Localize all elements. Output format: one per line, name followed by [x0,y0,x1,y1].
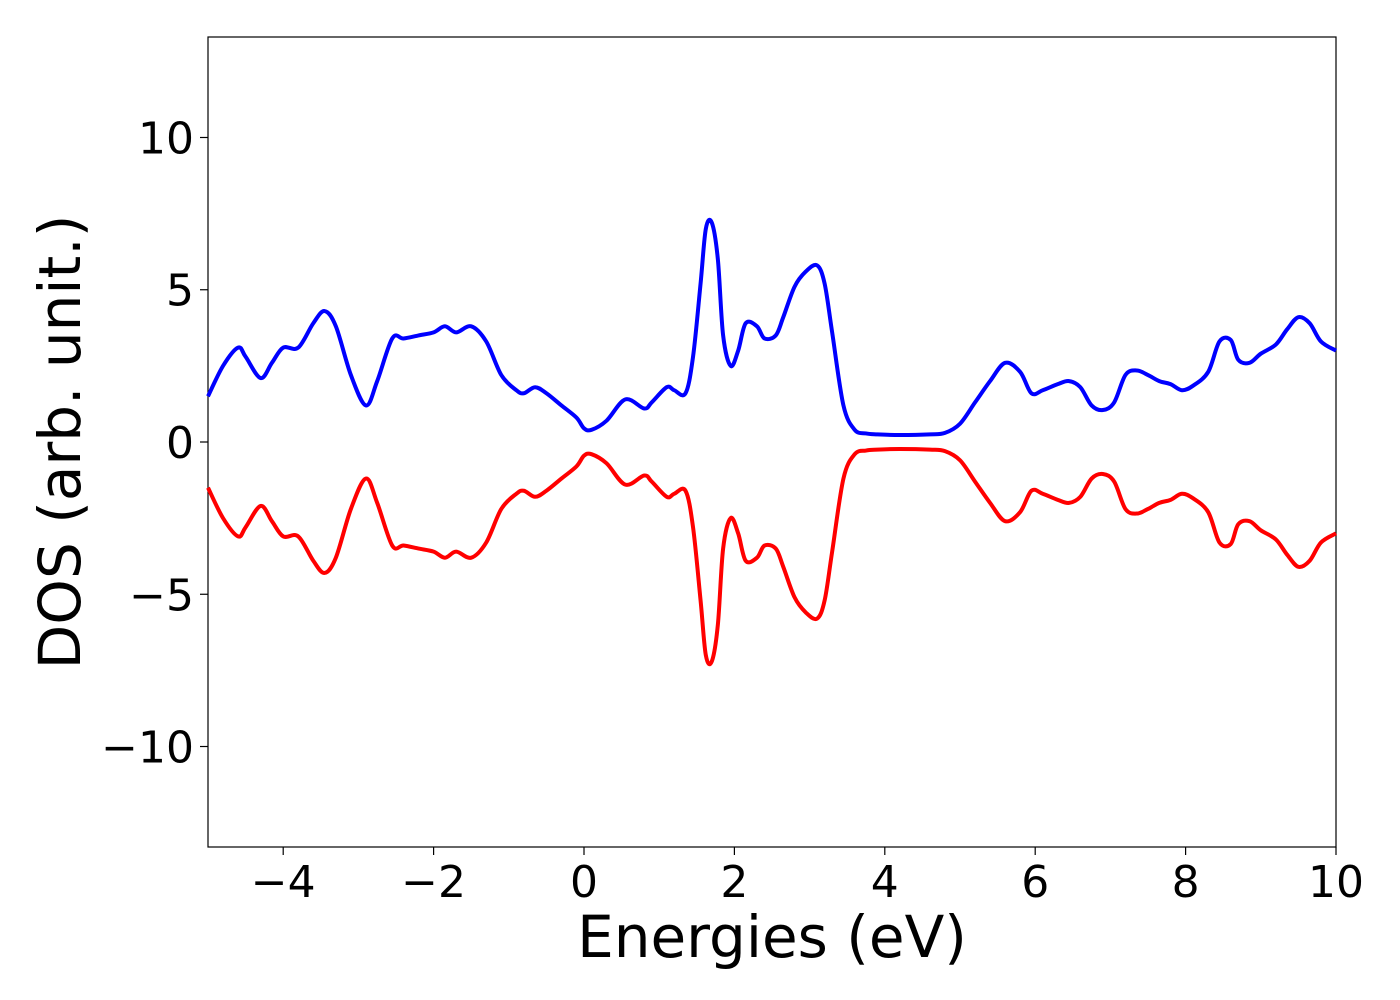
y-tick-label: 5 [166,266,194,317]
x-tick-label: −2 [401,857,466,908]
y-axis-ticks: 10 5 0 −5 −10 [101,113,208,774]
x-tick-label: 6 [1021,857,1049,908]
x-tick-label: 2 [720,857,748,908]
x-axis-title: Energies (eV) [577,903,967,971]
x-tick-label: 0 [570,857,598,908]
y-tick-label: 10 [138,113,194,164]
series-line-1 [206,447,1338,667]
x-tick-label: 8 [1172,857,1200,908]
plot-frame [207,36,1337,848]
y-axis-title: DOS (arb. unit.) [26,215,94,670]
y-tick-label: −10 [101,723,194,774]
y-tick-label: 0 [166,418,194,469]
x-axis-ticks: −4 −2 0 2 4 6 8 10 [251,847,1364,908]
series-layer [206,217,1338,667]
x-tick-label: −4 [251,857,316,908]
series-line-0 [206,217,1338,437]
y-tick-label: −5 [129,570,194,621]
x-tick-label: 10 [1308,857,1364,908]
x-tick-label: 4 [871,857,899,908]
